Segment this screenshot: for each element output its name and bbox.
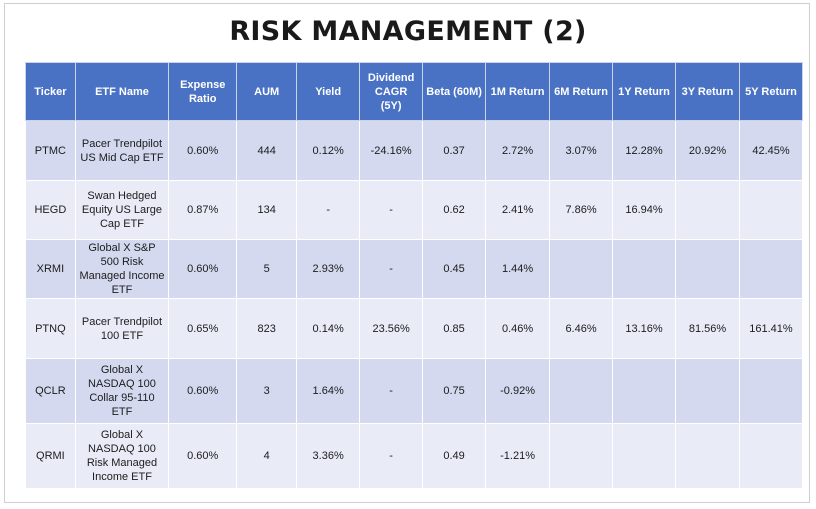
cell-beta: 0.62 — [422, 180, 487, 240]
cell-expense-ratio: 0.60% — [168, 239, 238, 299]
cell-5y-return — [738, 358, 804, 424]
cell-etf-name: Pacer Trendpilot 100 ETF — [74, 298, 170, 359]
cell-yield: 0.14% — [296, 298, 361, 359]
table-row: QRMI Global X NASDAQ 100 Risk Managed In… — [25, 423, 804, 489]
cell-6m-return — [549, 358, 614, 424]
table-row: QCLR Global X NASDAQ 100 Collar 95-110 E… — [25, 358, 804, 424]
cell-1y-return: 13.16% — [612, 298, 676, 359]
cell-ticker: XRMI — [25, 239, 76, 299]
cell-1y-return: 16.94% — [612, 180, 676, 240]
cell-etf-name: Swan Hedged Equity US Large Cap ETF — [74, 180, 170, 240]
cell-1m-return: 2.72% — [485, 120, 551, 181]
cell-3y-return: 20.92% — [675, 120, 740, 181]
cell-3y-return — [675, 239, 740, 299]
cell-5y-return — [738, 180, 804, 240]
cell-yield: 2.93% — [296, 239, 361, 299]
page-title: RISK MANAGEMENT (2) — [229, 16, 587, 47]
cell-1m-return: -1.21% — [485, 423, 551, 489]
cell-etf-name: Global X NASDAQ 100 Collar 95-110 ETF — [74, 358, 170, 424]
cell-ticker: PTNQ — [25, 298, 76, 359]
cell-6m-return: 6.46% — [549, 298, 614, 359]
column-header-yield: Yield — [296, 62, 361, 121]
cell-1y-return: 12.28% — [612, 120, 676, 181]
cell-expense-ratio: 0.60% — [168, 358, 238, 424]
cell-dividend-cagr: 23.56% — [359, 298, 424, 359]
cell-1y-return — [612, 358, 676, 424]
cell-expense-ratio: 0.60% — [168, 423, 238, 489]
cell-6m-return: 3.07% — [549, 120, 614, 181]
cell-5y-return — [738, 239, 804, 299]
table-row: PTNQ Pacer Trendpilot 100 ETF 0.65% 823 … — [25, 298, 804, 359]
cell-1m-return: 0.46% — [485, 298, 551, 359]
column-header-beta: Beta (60M) — [422, 62, 487, 121]
cell-dividend-cagr: - — [359, 180, 424, 240]
cell-beta: 0.49 — [422, 423, 487, 489]
cell-expense-ratio: 0.65% — [168, 298, 238, 359]
cell-yield: 3.36% — [296, 423, 361, 489]
column-header-6m-return: 6M Return — [549, 62, 614, 121]
cell-1m-return: 2.41% — [485, 180, 551, 240]
cell-beta: 0.75 — [422, 358, 487, 424]
cell-1m-return: -0.92% — [485, 358, 551, 424]
cell-aum: 5 — [236, 239, 298, 299]
cell-expense-ratio: 0.87% — [168, 180, 238, 240]
cell-dividend-cagr: - — [359, 423, 424, 489]
column-header-dividend-cagr: Dividend CAGR (5Y) — [359, 62, 424, 121]
column-header-1y-return: 1Y Return — [612, 62, 676, 121]
cell-6m-return — [549, 239, 614, 299]
table-row: XRMI Global X S&P 500 Risk Managed Incom… — [25, 239, 804, 299]
cell-1y-return — [612, 239, 676, 299]
column-header-etf-name: ETF Name — [74, 62, 170, 121]
cell-1m-return: 1.44% — [485, 239, 551, 299]
cell-6m-return — [549, 423, 614, 489]
cell-3y-return — [675, 180, 740, 240]
cell-aum: 3 — [236, 358, 298, 424]
column-header-1m-return: 1M Return — [485, 62, 551, 121]
cell-5y-return — [738, 423, 804, 489]
cell-ticker: HEGD — [25, 180, 76, 240]
cell-5y-return: 42.45% — [738, 120, 804, 181]
cell-aum: 444 — [236, 120, 298, 181]
cell-ticker: QCLR — [25, 358, 76, 424]
cell-yield: 0.12% — [296, 120, 361, 181]
cell-1y-return — [612, 423, 676, 489]
column-header-expense-ratio: Expense Ratio — [168, 62, 238, 121]
cell-beta: 0.37 — [422, 120, 487, 181]
cell-3y-return: 81.56% — [675, 298, 740, 359]
cell-3y-return — [675, 358, 740, 424]
cell-5y-return: 161.41% — [738, 298, 804, 359]
header-row: Ticker ETF Name Expense Ratio AUM Yield … — [25, 62, 804, 121]
column-header-5y-return: 5Y Return — [738, 62, 804, 121]
cell-etf-name: Global X S&P 500 Risk Managed Income ETF — [74, 239, 170, 299]
table-row: HEGD Swan Hedged Equity US Large Cap ETF… — [25, 180, 804, 240]
cell-aum: 823 — [236, 298, 298, 359]
cell-etf-name: Pacer Trendpilot US Mid Cap ETF — [74, 120, 170, 181]
cell-yield: - — [296, 180, 361, 240]
slide-frame: RISK MANAGEMENT (2) Ticker ETF Name Expe… — [4, 3, 810, 503]
cell-3y-return — [675, 423, 740, 489]
column-header-aum: AUM — [236, 62, 298, 121]
cell-ticker: QRMI — [25, 423, 76, 489]
etf-table: Ticker ETF Name Expense Ratio AUM Yield … — [25, 62, 804, 489]
cell-expense-ratio: 0.60% — [168, 120, 238, 181]
cell-dividend-cagr: -24.16% — [359, 120, 424, 181]
cell-etf-name: Global X NASDAQ 100 Risk Managed Income … — [74, 423, 170, 489]
column-header-3y-return: 3Y Return — [675, 62, 740, 121]
cell-yield: 1.64% — [296, 358, 361, 424]
cell-dividend-cagr: - — [359, 358, 424, 424]
cell-aum: 4 — [236, 423, 298, 489]
cell-beta: 0.45 — [422, 239, 487, 299]
column-header-ticker: Ticker — [25, 62, 76, 121]
cell-aum: 134 — [236, 180, 298, 240]
cell-6m-return: 7.86% — [549, 180, 614, 240]
table-row: PTMC Pacer Trendpilot US Mid Cap ETF 0.6… — [25, 120, 804, 181]
cell-dividend-cagr: - — [359, 239, 424, 299]
cell-ticker: PTMC — [25, 120, 76, 181]
cell-beta: 0.85 — [422, 298, 487, 359]
